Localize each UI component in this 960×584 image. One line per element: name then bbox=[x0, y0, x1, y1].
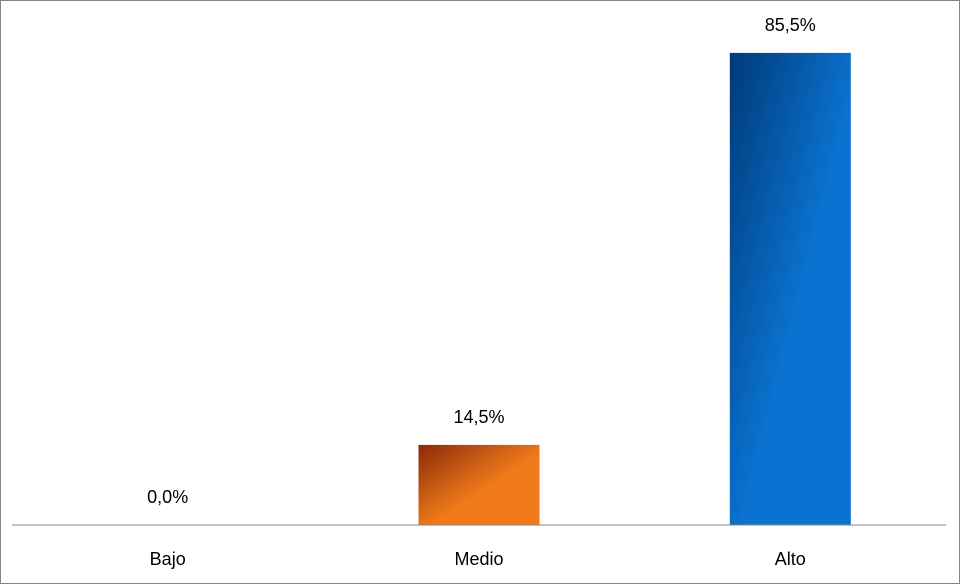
tick-label-alto: Alto bbox=[775, 549, 806, 569]
tick-label-bajo: Bajo bbox=[150, 549, 186, 569]
bar-alto bbox=[729, 52, 851, 526]
data-label-medio: 14,5% bbox=[453, 407, 504, 427]
bar-medio bbox=[418, 444, 540, 525]
data-label-alto: 85,5% bbox=[765, 15, 816, 35]
tick-label-medio: Medio bbox=[454, 549, 503, 569]
data-label-bajo: 0,0% bbox=[147, 487, 188, 507]
